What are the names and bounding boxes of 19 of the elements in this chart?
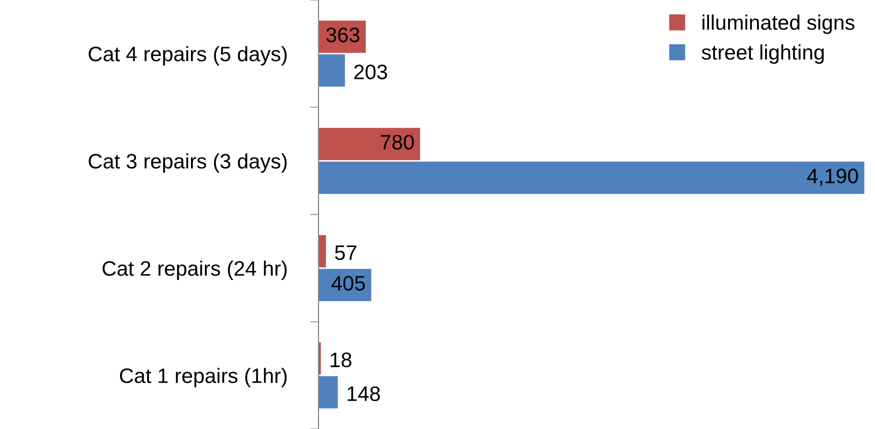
data-label: 780 — [380, 134, 414, 150]
data-label: 363 — [326, 28, 360, 42]
bar — [318, 128, 420, 160]
data-label: 57 — [335, 246, 356, 260]
data-label: 148 — [348, 386, 380, 402]
y-tick-label: Cat 3 repairs (3 days) — [88, 153, 287, 173]
legend-label: illuminated signs — [702, 14, 854, 34]
y-tick-label: Cat 4 repairs (5 days) — [88, 46, 287, 66]
bar — [318, 235, 326, 268]
legend-label: street lighting — [702, 44, 824, 64]
data-label: 4,190 — [807, 168, 858, 186]
bar — [318, 54, 345, 87]
data-label: 405 — [331, 276, 365, 291]
bar — [318, 376, 338, 408]
data-label: 203 — [354, 64, 388, 80]
bar — [318, 162, 864, 194]
y-tick-label: Cat 2 repairs (24 hr) — [102, 260, 287, 280]
data-label: 18 — [330, 352, 352, 368]
y-tick-label: Cat 1 repairs (1hr) — [120, 368, 287, 388]
